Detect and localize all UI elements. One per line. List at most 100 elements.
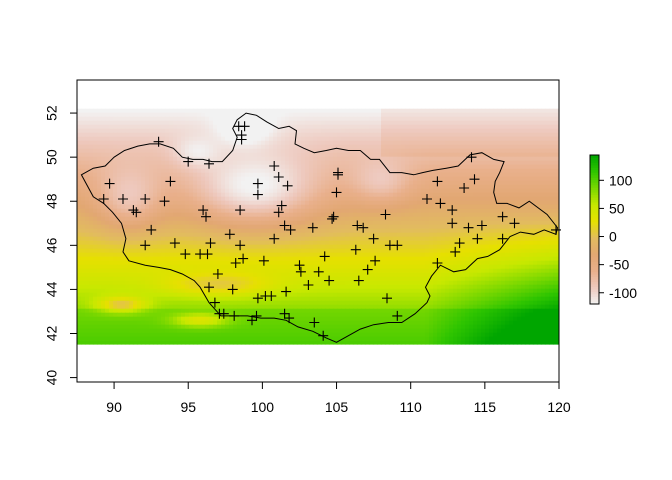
- station-marker: [169, 238, 180, 249]
- station-marker: [204, 282, 214, 293]
- y-tick-label: 52: [44, 105, 60, 121]
- station-marker: [509, 218, 520, 229]
- x-tick-label: 115: [474, 399, 497, 415]
- station-marker: [224, 229, 235, 240]
- station-marker: [266, 291, 277, 301]
- legend-tick-label: 100: [609, 172, 633, 188]
- station-marker: [104, 178, 115, 189]
- y-tick-label: 48: [44, 193, 60, 209]
- station-marker: [230, 258, 241, 268]
- station-marker: [447, 218, 458, 229]
- station-marker: [294, 260, 305, 271]
- station-marker: [309, 317, 320, 328]
- station-marker: [327, 213, 338, 224]
- station-marker: [284, 313, 295, 324]
- station-marker: [497, 211, 508, 222]
- station-marker: [447, 205, 458, 216]
- station-marker: [153, 136, 164, 147]
- station-marker: [118, 194, 128, 204]
- station-marker: [279, 220, 290, 231]
- station-marker: [281, 286, 292, 297]
- station-marker: [269, 161, 280, 171]
- station-marker: [435, 198, 446, 209]
- station-marker: [252, 178, 263, 189]
- station-marker: [295, 266, 306, 277]
- station-marker: [454, 238, 465, 249]
- station-marker: [392, 240, 403, 251]
- station-marker: [238, 253, 249, 264]
- station-marker: [362, 264, 373, 275]
- station-marker: [392, 310, 403, 321]
- station-marker: [198, 205, 209, 216]
- station-marker: [212, 269, 223, 279]
- station-marker: [352, 220, 363, 231]
- station-marker: [252, 293, 263, 304]
- station-marker: [183, 156, 194, 167]
- y-tick-label: 50: [44, 149, 60, 165]
- station-marker: [282, 180, 293, 191]
- station-marker: [258, 255, 269, 266]
- station-marker: [251, 310, 262, 321]
- station-marker: [140, 194, 151, 204]
- station-marker: [205, 238, 216, 249]
- station-marker: [140, 240, 151, 251]
- station-marker: [227, 284, 238, 295]
- station-marker: [350, 244, 361, 255]
- station-marker: [235, 240, 246, 251]
- station-marker: [331, 187, 342, 198]
- station-marker: [472, 233, 483, 244]
- station-marker: [324, 275, 335, 286]
- y-tick-label: 44: [44, 281, 60, 297]
- station-marker: [319, 251, 330, 262]
- station-marker: [195, 249, 206, 260]
- station-marker: [204, 158, 214, 169]
- x-tick-label: 110: [400, 399, 423, 415]
- station-marker: [159, 196, 170, 207]
- station-marker: [146, 224, 157, 235]
- color-legend: 100 50 0 -50 -100: [589, 154, 637, 305]
- station-marker: [476, 220, 487, 231]
- x-tick-label: 100: [251, 399, 275, 415]
- station-marker: [450, 246, 461, 257]
- station-marker: [469, 174, 480, 185]
- station-marker: [303, 280, 314, 290]
- station-marker: [353, 275, 364, 286]
- y-tick-label: 46: [44, 237, 60, 253]
- station-marker: [131, 207, 142, 218]
- station-marker: [269, 233, 280, 244]
- station-marker: [229, 310, 240, 321]
- station-marker: [358, 222, 369, 233]
- station-marker: [165, 176, 176, 187]
- station-marker: [273, 172, 284, 182]
- station-marker: [497, 233, 508, 244]
- station-marker: [333, 169, 343, 180]
- station-marker: [236, 134, 247, 145]
- station-marker: [247, 315, 257, 326]
- station-marker: [459, 183, 470, 193]
- station-marker: [313, 266, 324, 277]
- legend-tick-label: -100: [609, 285, 637, 301]
- legend-tick-label: 50: [609, 200, 625, 216]
- legend-tick-label: 0: [609, 229, 617, 245]
- country-boundary: [80, 112, 559, 343]
- x-tick-label: 90: [106, 399, 122, 415]
- station-marker: [328, 211, 339, 222]
- station-marker: [180, 249, 191, 260]
- station-marker: [285, 224, 296, 235]
- station-marker: [422, 194, 432, 204]
- station-marker: [368, 233, 379, 244]
- y-axis: 40 42 44 46 48 50 52: [44, 105, 77, 385]
- x-tick-label: 105: [325, 399, 349, 415]
- station-marker: [382, 293, 392, 304]
- station-markers: [98, 121, 561, 341]
- station-marker: [273, 207, 284, 218]
- plot-frame: [76, 79, 560, 383]
- station-marker: [432, 176, 443, 187]
- x-axis: 90 95 100 105 110 115 120: [106, 382, 571, 415]
- station-marker: [252, 189, 263, 200]
- x-tick-label: 95: [180, 399, 196, 415]
- boundary-line: [80, 112, 559, 343]
- station-marker: [218, 308, 229, 319]
- station-marker: [318, 330, 329, 341]
